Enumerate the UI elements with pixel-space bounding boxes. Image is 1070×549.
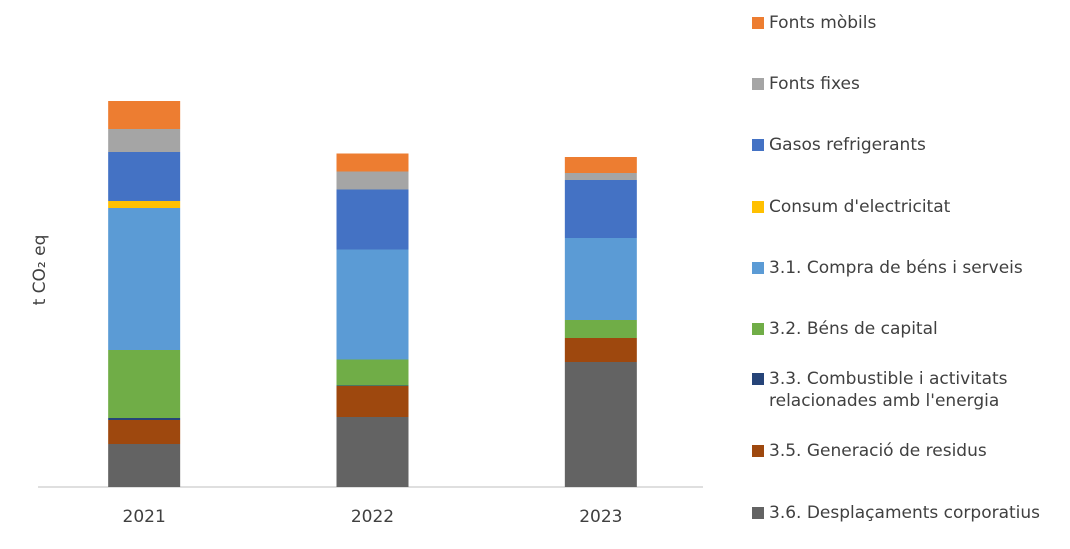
legend-item: 3.6. Desplaçaments corporatius: [752, 502, 1070, 524]
bar-segment: [336, 359, 409, 386]
bar-segment: [564, 157, 637, 173]
legend-item: Consum d'electricitat: [752, 196, 1070, 218]
bar-segment: [564, 320, 637, 338]
x-tick-label: 2021: [123, 507, 166, 527]
bar-segment: [108, 208, 181, 350]
bar-segment: [336, 385, 409, 386]
bar-segment: [564, 338, 637, 362]
legend-item: 3.3. Combustible i activitats relacionad…: [752, 368, 1070, 412]
legend-label: 3.5. Generació de residus: [769, 441, 987, 462]
legend-label: 3.1. Compra de béns i serveis: [769, 257, 1023, 278]
legend-label: 3.6. Desplaçaments corporatius: [769, 502, 1041, 523]
bar-segment: [564, 173, 637, 180]
bar-segment: [108, 101, 181, 129]
legend-swatch: [752, 373, 764, 386]
bar-segment: [564, 238, 637, 320]
legend-item: Fonts mòbils: [752, 12, 1070, 34]
bar-segment: [336, 386, 409, 417]
legend-item: 3.2. Béns de capital: [752, 318, 1070, 340]
x-tick-label: 2022: [351, 507, 394, 527]
bar-segment: [336, 153, 409, 172]
legend-swatch: [752, 17, 764, 29]
bar-segment: [336, 171, 409, 190]
legend-swatch: [752, 261, 764, 274]
legend-label: Fonts mòbils: [769, 13, 877, 33]
bar-segment: [336, 189, 409, 250]
legend-item: Gasos refrigerants: [752, 134, 1070, 156]
x-tick-label: 2023: [579, 507, 622, 527]
legend-item: 3.1. Compra de béns i serveis: [752, 257, 1070, 279]
bar-segment: [336, 417, 409, 487]
y-axis-label: t CO₂ eq: [30, 235, 50, 306]
bar-segment: [108, 129, 181, 152]
legend-swatch: [752, 506, 764, 519]
bar-segment: [336, 249, 409, 360]
bar-segment: [108, 201, 181, 208]
legend-swatch: [752, 139, 764, 152]
legend-swatch: [752, 78, 764, 91]
bar-segment: [564, 180, 637, 238]
legend-label: Consum d'electricitat: [769, 196, 951, 217]
legend-swatch: [752, 445, 764, 458]
legend-label: 3.3. Combustible i activitats relacionad…: [769, 369, 1008, 412]
legend-label: Gasos refrigerants: [769, 135, 926, 156]
legend-item: 3.5. Generació de residus: [752, 440, 1070, 462]
legend-item: Fonts fixes: [752, 73, 1070, 95]
bar-segment: [108, 152, 181, 201]
bar-segment: [108, 418, 181, 420]
bar-segment: [564, 362, 637, 487]
legend-label: 3.2. Béns de capital: [769, 319, 938, 339]
legend-swatch: [752, 323, 764, 335]
bar-segment: [108, 350, 181, 418]
legend-label: Fonts fixes: [769, 74, 860, 95]
legend-swatch: [752, 200, 764, 213]
bar-segment: [108, 444, 181, 487]
bar-segment: [108, 420, 181, 444]
